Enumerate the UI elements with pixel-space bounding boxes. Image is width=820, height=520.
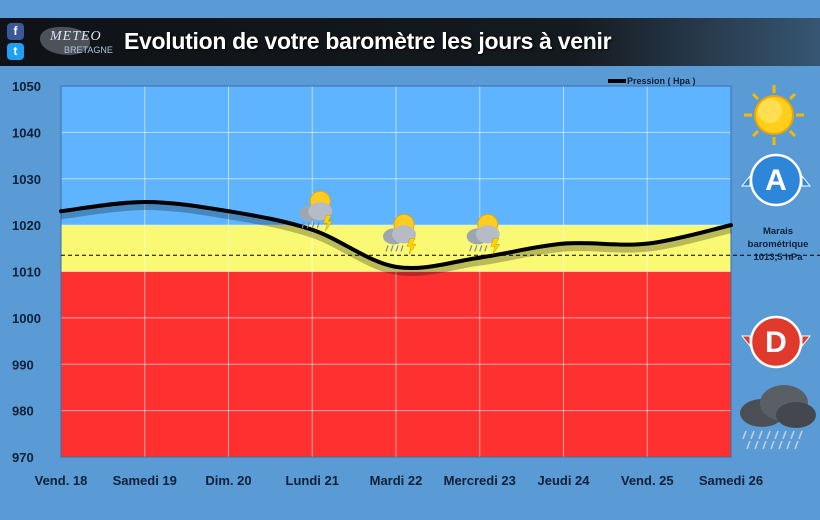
x-tick-label: Mercredi 23 xyxy=(444,473,516,488)
y-tick-label: 990 xyxy=(12,357,34,372)
x-tick-label: Vend. 18 xyxy=(35,473,88,488)
y-tick-label: 1020 xyxy=(12,218,41,233)
y-tick-label: 1040 xyxy=(12,125,41,140)
sun-cloud-storm-icon xyxy=(299,190,333,232)
pressure-point xyxy=(645,241,650,246)
high-letter: A xyxy=(765,164,787,197)
reference-label-line: barométrique xyxy=(748,239,809,250)
x-tick-label: Dim. 20 xyxy=(205,473,251,488)
pressure-point xyxy=(310,227,315,232)
sun-icon xyxy=(744,85,804,145)
x-tick-label: Lundi 21 xyxy=(286,473,339,488)
x-tick-label: Mardi 22 xyxy=(370,473,423,488)
pressure-point xyxy=(561,241,566,246)
page-title: Evolution de votre baromètre les jours à… xyxy=(124,28,612,54)
pressure-line-shadow xyxy=(60,201,732,277)
low-letter: D xyxy=(765,326,787,359)
anticyclone-icon: A xyxy=(740,153,812,207)
pressure-point xyxy=(729,223,733,228)
reference-label-line: Marais xyxy=(763,226,793,237)
twitter-icon[interactable]: t xyxy=(7,43,24,60)
sun-cloud-storm-icon xyxy=(383,213,417,255)
rain-cloud-icon xyxy=(740,385,816,450)
depression-icon: D xyxy=(740,315,812,369)
y-tick-label: 980 xyxy=(12,404,34,419)
facebook-icon[interactable]: f xyxy=(7,23,24,40)
sun-cloud-storm-icon xyxy=(466,213,501,255)
y-tick-label: 1000 xyxy=(12,311,41,326)
pressure-point xyxy=(477,255,482,260)
x-tick-label: Vend. 25 xyxy=(621,473,674,488)
x-tick-label: Samedi 26 xyxy=(699,473,763,488)
x-tick-label: Jeudi 24 xyxy=(537,473,590,488)
y-tick-label: 970 xyxy=(12,450,34,465)
pressure-point xyxy=(142,199,147,204)
pressure-point xyxy=(59,209,63,214)
reference-label-line: 1013,5 hPa xyxy=(753,252,803,263)
legend-label: Pression ( Hpa ) xyxy=(627,76,696,86)
brittany-map-icon xyxy=(40,27,90,55)
logo[interactable]: METEO BRETAGNE xyxy=(40,23,113,61)
logo-line2: BRETAGNE xyxy=(64,45,113,55)
plot-border xyxy=(60,85,732,458)
logo-line1: METEO xyxy=(50,29,102,44)
social-links: f t xyxy=(7,23,27,63)
pressure-point xyxy=(226,209,231,214)
y-tick-label: 1030 xyxy=(12,172,41,187)
y-tick-label: 1050 xyxy=(12,79,41,94)
pressure-point xyxy=(394,264,398,269)
header-bar: f t METEO BRETAGNE Evolution de votre ba… xyxy=(0,18,820,66)
x-tick-label: Samedi 19 xyxy=(113,473,177,488)
side-icons: A D xyxy=(740,85,816,450)
y-tick-label: 1010 xyxy=(12,265,41,280)
